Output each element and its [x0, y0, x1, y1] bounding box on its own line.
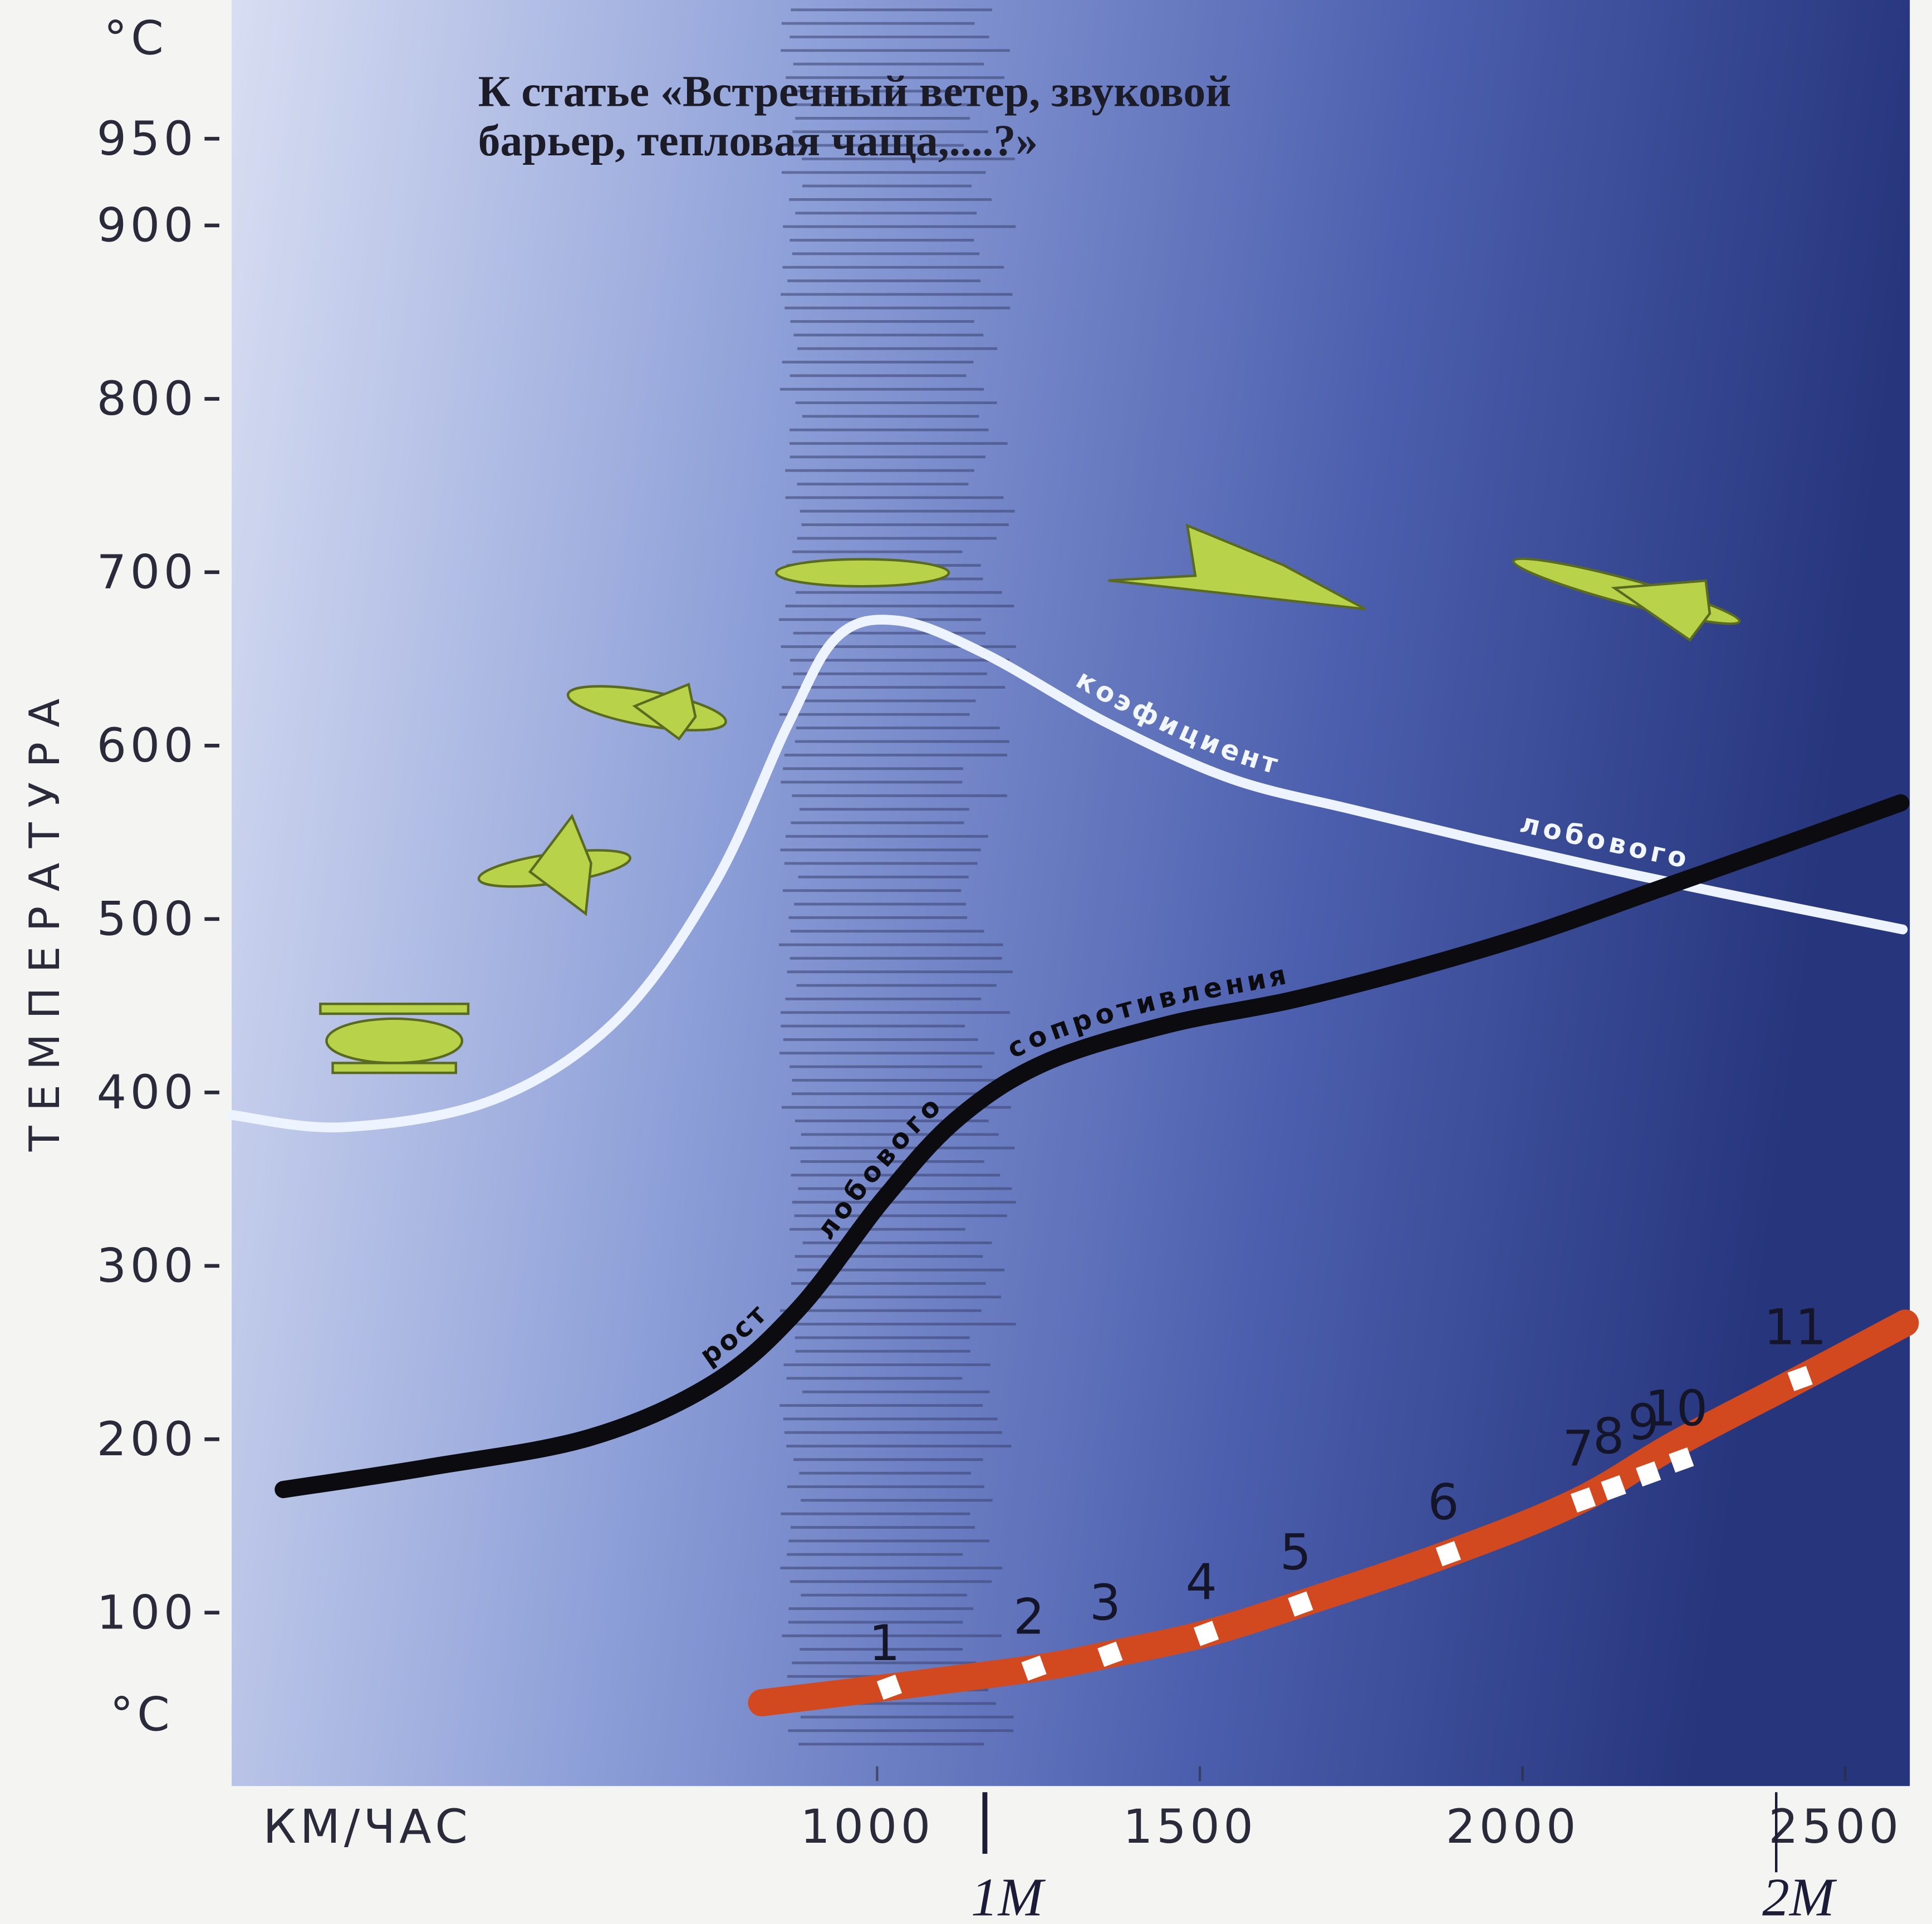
y-tick-label: 800 — [97, 371, 197, 426]
point-label: 4 — [1186, 1553, 1217, 1611]
y-tick-label: 900 — [97, 198, 197, 253]
y-axis-title: ТЕМПЕРАТУРА — [20, 684, 69, 1152]
x-tick-label: 1000 — [800, 1799, 934, 1854]
y-tick-label: 100 — [97, 1585, 197, 1640]
y-tick-label: 500 — [97, 892, 197, 946]
point-label: 1 — [869, 1614, 900, 1672]
y-tick-label: 700 — [97, 545, 197, 600]
y-unit: °C — [104, 11, 167, 65]
x-axis-title: КМ/ЧАС — [263, 1799, 471, 1854]
mach-label: 2M — [1762, 1868, 1837, 1924]
chart-title-line: барьер, тепловая чаща,....?» — [478, 116, 1038, 165]
y-tick-label: 400 — [97, 1065, 197, 1120]
y-tick-label: 950 — [97, 111, 197, 166]
point-label: 10 — [1645, 1380, 1708, 1437]
y-tick-label: 300 — [97, 1239, 197, 1293]
x-tick-label: 1500 — [1123, 1799, 1257, 1854]
y-tick-label: 600 — [97, 718, 197, 773]
airplane-icon — [776, 559, 949, 586]
point-label: 7 — [1563, 1420, 1594, 1477]
airplane-icon — [320, 1004, 468, 1073]
chart: К статье «Встречный ветер, звуковой барь… — [0, 0, 1932, 1924]
point-label: 8 — [1593, 1408, 1624, 1465]
point-label: 5 — [1280, 1524, 1311, 1581]
point-label: 11 — [1764, 1298, 1827, 1356]
x-tick-label: 2500 — [1768, 1799, 1902, 1854]
chart-title-line: К статье «Встречный ветер, звуковой — [478, 67, 1231, 116]
point-label: 3 — [1090, 1574, 1121, 1632]
x-tick-label: 2000 — [1446, 1799, 1580, 1854]
page: {"chart_data": { "type": "line", "title"… — [0, 0, 1932, 1924]
point-label: 2 — [1013, 1588, 1045, 1645]
y-tick-label: 200 — [97, 1412, 197, 1466]
mach-label: 1M — [971, 1868, 1046, 1924]
point-label: 6 — [1428, 1474, 1459, 1531]
y-unit: °C — [110, 1687, 173, 1742]
